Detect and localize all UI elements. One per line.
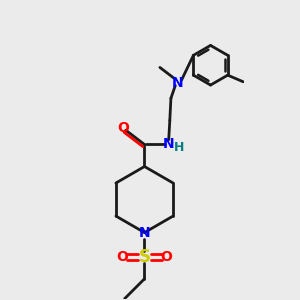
Text: O: O	[116, 250, 128, 264]
Text: S: S	[139, 248, 151, 266]
Text: N: N	[163, 137, 175, 152]
Text: N: N	[172, 76, 183, 90]
Text: N: N	[139, 226, 150, 240]
Text: O: O	[118, 121, 130, 135]
Text: O: O	[160, 250, 172, 264]
Text: H: H	[174, 141, 184, 154]
